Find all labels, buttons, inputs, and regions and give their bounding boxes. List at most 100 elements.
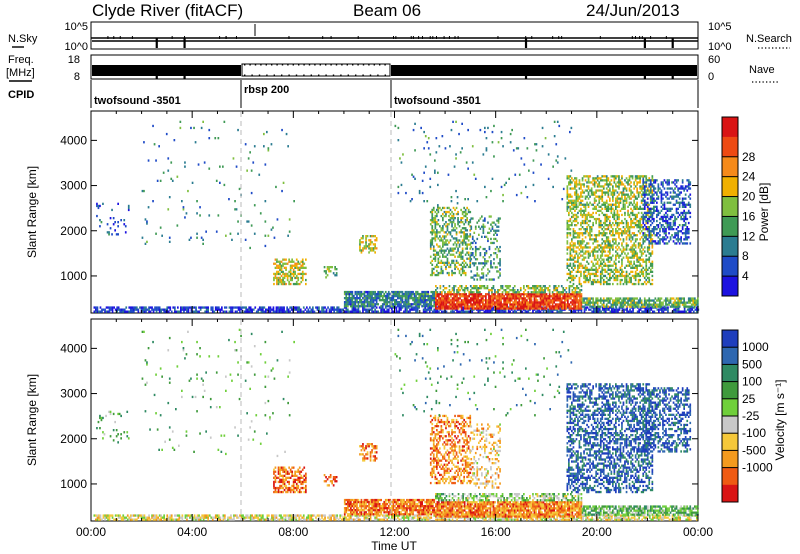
echo-cell xyxy=(642,238,645,241)
echo-cell xyxy=(431,259,434,262)
echo-cell xyxy=(213,310,216,313)
echo-cell xyxy=(593,254,596,257)
echo-cell xyxy=(99,306,102,309)
echo-cell xyxy=(587,268,590,271)
echo-cell xyxy=(634,205,637,208)
echo-cell xyxy=(348,303,351,306)
echo-cell xyxy=(679,310,681,313)
echo-cell xyxy=(187,306,190,309)
echo-cell xyxy=(471,305,474,308)
echo-cell xyxy=(613,260,616,263)
echo-cell xyxy=(474,250,477,253)
echo-cell xyxy=(653,303,655,306)
echo-cell xyxy=(667,308,669,311)
echo-cell xyxy=(628,183,631,186)
echo-cell xyxy=(678,305,681,308)
echo-cell xyxy=(669,299,672,302)
echo-cell xyxy=(513,301,516,304)
echo-cell xyxy=(442,217,444,220)
echo-cell xyxy=(651,252,654,255)
echo-cell xyxy=(359,241,361,244)
echo-cell xyxy=(456,301,458,304)
echo-cell xyxy=(523,287,525,290)
echo-cell xyxy=(230,308,232,311)
echo-cell xyxy=(539,303,542,306)
echo-cell xyxy=(599,244,602,247)
echo-cell xyxy=(421,290,423,294)
echo-cell xyxy=(101,308,103,311)
echo-cell xyxy=(365,305,367,308)
echo-cell xyxy=(634,254,637,257)
echo-cell xyxy=(542,301,545,304)
echo-cell xyxy=(596,246,599,249)
echo-cell xyxy=(476,266,479,269)
echo-cell xyxy=(496,256,498,259)
echo-cell xyxy=(649,201,652,204)
echo-cell xyxy=(527,291,530,294)
echo-cell xyxy=(467,251,470,254)
echo-cell xyxy=(612,282,614,286)
echo-cell xyxy=(580,232,582,235)
echo-cell xyxy=(696,308,698,311)
echo-cell xyxy=(446,229,449,232)
echo-cell xyxy=(296,306,299,309)
echo-cell xyxy=(589,181,591,184)
echo-cell xyxy=(488,256,491,259)
echo-cell xyxy=(605,201,608,204)
echo-cell xyxy=(140,308,143,311)
echo-cell xyxy=(634,274,637,278)
echo-cell xyxy=(583,276,585,280)
echo-cell xyxy=(412,297,414,300)
echo-cell xyxy=(599,282,602,286)
echo-cell xyxy=(237,308,240,311)
echo-cell xyxy=(258,308,261,311)
echo-cell xyxy=(574,217,576,221)
echo-cell xyxy=(455,237,458,240)
echo-cell xyxy=(674,301,676,304)
echo-cell xyxy=(456,293,458,296)
echo-cell xyxy=(401,299,404,302)
echo-cell xyxy=(627,230,629,233)
echo-cell xyxy=(395,294,398,298)
echo-cell xyxy=(415,305,417,308)
echo-cell xyxy=(542,305,545,308)
echo-cell xyxy=(564,305,566,308)
echo-cell xyxy=(497,295,499,298)
echo-cell xyxy=(636,207,638,210)
echo-cell xyxy=(573,299,575,302)
echo-cell xyxy=(569,244,572,247)
echo-cell xyxy=(477,289,480,292)
echo-cell xyxy=(637,211,640,215)
echo-cell xyxy=(277,280,280,284)
echo-cell xyxy=(415,297,417,300)
echo-cell xyxy=(595,246,597,249)
echo-cell xyxy=(444,305,446,308)
echo-cell xyxy=(649,213,652,217)
echo-cell xyxy=(658,310,660,313)
echo-cell xyxy=(401,297,404,300)
echo-cell xyxy=(616,191,619,194)
echo-cell xyxy=(587,191,590,194)
echo-cell xyxy=(472,291,475,294)
echo-cell xyxy=(613,238,616,241)
echo-cell xyxy=(474,295,477,298)
echo-cell xyxy=(303,266,306,269)
echo-cell xyxy=(419,294,422,298)
echo-cell xyxy=(467,223,470,226)
echo-cell xyxy=(497,221,500,224)
echo-cell xyxy=(401,292,404,296)
echo-cell xyxy=(323,270,326,273)
echo-cell xyxy=(622,201,625,204)
echo-cell xyxy=(569,234,572,237)
echo-cell xyxy=(592,211,594,215)
echo-cell xyxy=(283,276,286,280)
echo-cell xyxy=(536,303,539,306)
echo-cell xyxy=(571,221,573,225)
echo-cell xyxy=(474,301,477,304)
echo-cell xyxy=(471,252,474,255)
echo-cell xyxy=(648,258,651,261)
echo-cell xyxy=(501,287,504,290)
echo-cell xyxy=(643,250,646,253)
echo-cell xyxy=(403,292,405,296)
echo-cell xyxy=(592,254,594,257)
